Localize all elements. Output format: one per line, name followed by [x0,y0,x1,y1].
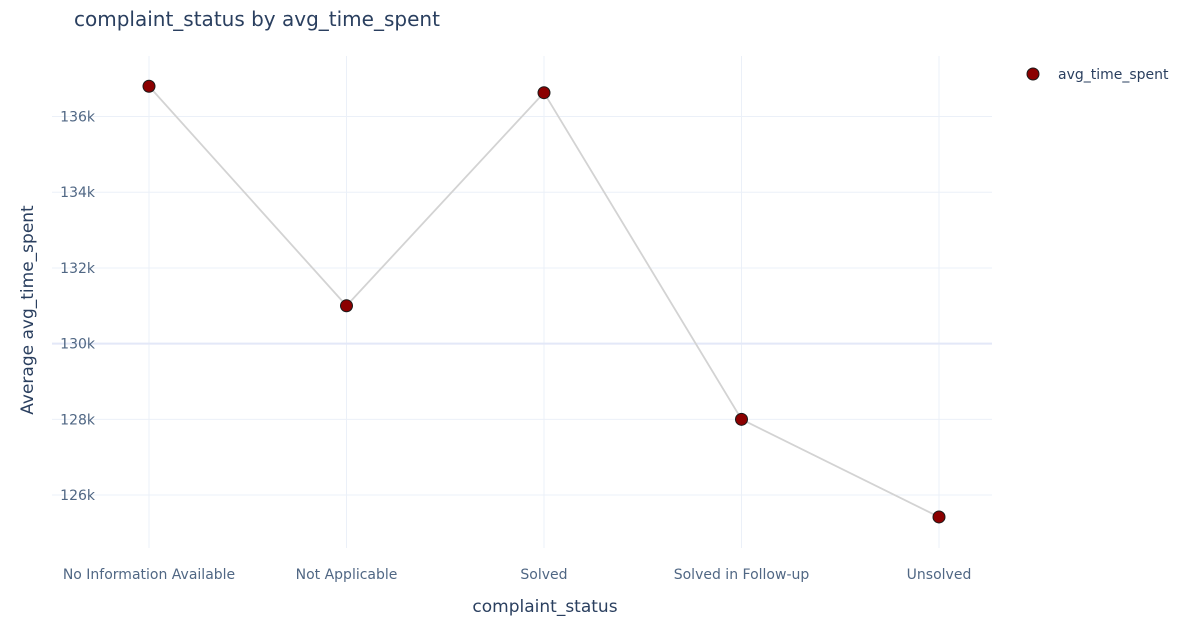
x-axis-title: complaint_status [472,597,617,617]
x-tick-label: Not Applicable [296,567,398,583]
data-point[interactable] [735,412,748,426]
legend-marker [1026,67,1040,81]
grid-layer [52,56,992,548]
x-tick-label: Unsolved [907,567,972,583]
series-layer [142,79,946,524]
data-point[interactable] [340,299,353,313]
data-point[interactable] [142,79,156,93]
data-point[interactable] [932,510,946,524]
y-tick-label: 134k [60,185,96,201]
y-tick-labels: 126k 128k 130k 132k 134k 136k [60,110,96,504]
data-point[interactable] [537,86,551,100]
x-tick-label: No Information Available [63,567,235,583]
y-tick-label: 126k [60,488,96,504]
legend[interactable]: avg_time_spent [1026,67,1169,83]
legend-label: avg_time_spent [1058,67,1169,83]
x-tick-labels: No Information Available Not Applicable So… [63,567,972,583]
x-tick-label: Solved [520,567,567,583]
y-tick-label: 132k [60,261,96,277]
chart-title: complaint_status by avg_time_spent [74,7,440,31]
y-axis-title: Average avg_time_spent [18,205,38,415]
x-tick-label: Solved in Follow-up [674,567,810,583]
y-tick-label: 130k [60,337,96,353]
y-tick-label: 128k [60,412,96,428]
y-tick-label: 136k [60,110,96,126]
